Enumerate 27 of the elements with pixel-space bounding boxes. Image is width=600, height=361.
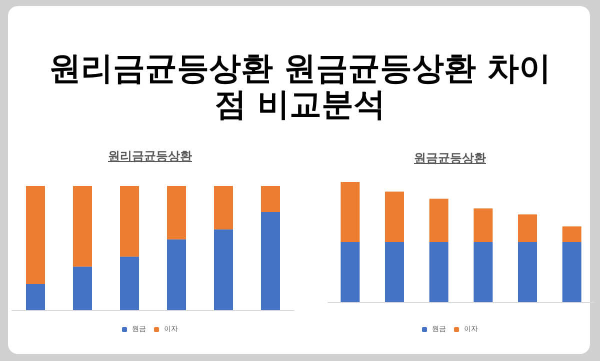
bar (120, 186, 139, 257)
bar (73, 266, 92, 310)
bar (562, 226, 582, 242)
bar (340, 182, 360, 242)
bar (385, 192, 404, 242)
chart-subtitle: 원리금균등상환 (107, 148, 193, 165)
bar (26, 284, 45, 310)
bar (261, 186, 280, 212)
bar (120, 256, 139, 310)
bar (429, 242, 448, 302)
bar (518, 242, 537, 302)
chart-title: 원리금균등상환 원금균등상환 차이점 비교분석 (48, 49, 552, 123)
bar (26, 186, 45, 284)
bar (429, 198, 448, 242)
bar (385, 242, 404, 302)
bar (214, 229, 233, 310)
bar (518, 214, 537, 242)
bar (214, 186, 233, 230)
bar (562, 242, 582, 302)
bar (474, 208, 493, 242)
bar (261, 212, 280, 310)
bar (167, 186, 186, 240)
bar (73, 186, 92, 267)
bar (167, 239, 186, 310)
chart-title: 원금균등상환 (413, 150, 487, 167)
bar (474, 242, 493, 302)
bar (340, 242, 360, 302)
